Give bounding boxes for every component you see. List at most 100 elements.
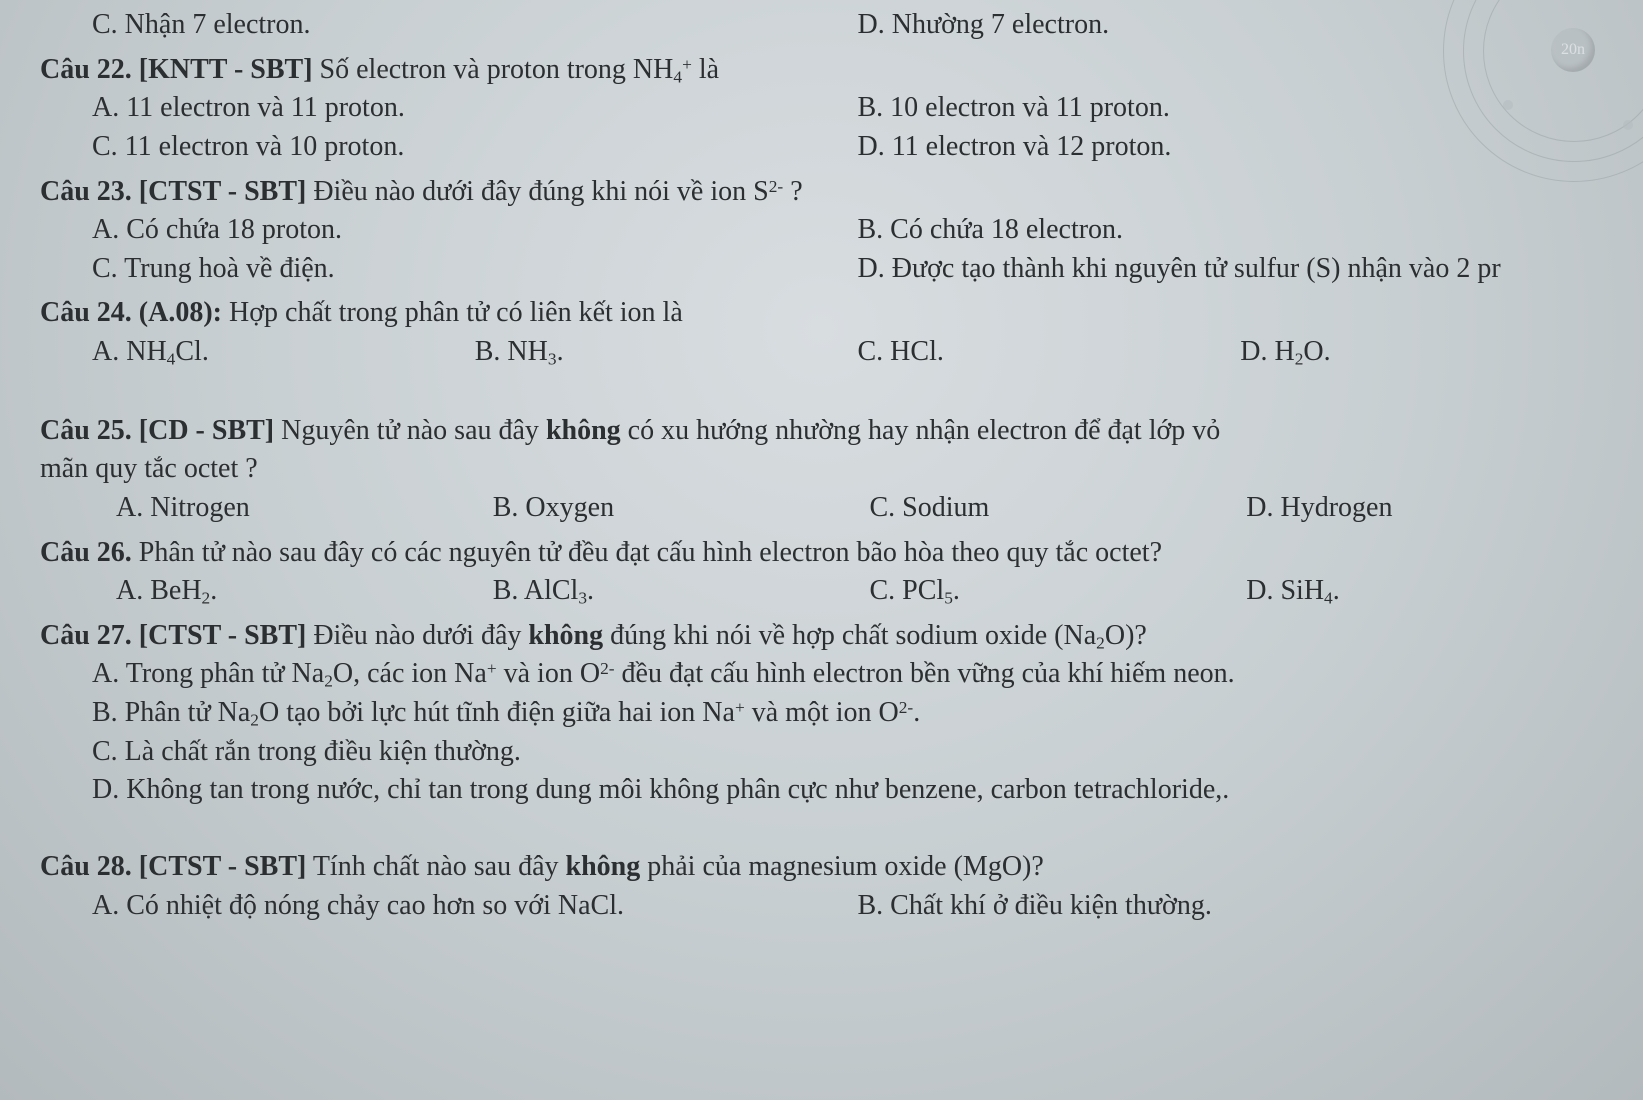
question-26: Câu 26. Phân tử nào sau đây có các nguyê… <box>40 534 1623 573</box>
opt-text: B. AlCl <box>493 575 579 606</box>
option-a: A. Nitrogen <box>116 489 493 528</box>
opt-text: D. H <box>1240 336 1294 367</box>
question-prefix: Câu 23. [CTST - SBT] <box>40 176 306 207</box>
question-text-tail: phải của magnesium oxide (MgO)? <box>640 851 1044 882</box>
question-22: Câu 22. [KNTT - SBT] Số electron và prot… <box>40 51 1623 90</box>
opt-text: D. SiH <box>1246 575 1324 606</box>
option-b: B. AlCl3. <box>493 572 870 611</box>
q24-options: A. NH4Cl. B. NH3. C. HCl. D. H2O. <box>40 333 1623 372</box>
q27-option-a: A. Trong phân tử Na2O, các ion Na+ và io… <box>40 655 1623 694</box>
superscript: + <box>682 55 692 74</box>
prev-question-options: C. Nhận 7 electron. D. Nhường 7 electron… <box>40 6 1623 45</box>
option-d: D. Hydrogen <box>1246 489 1623 528</box>
electron-dot <box>1503 100 1513 110</box>
opt-text: O tạo bởi lực hút tĩnh điện giữa hai ion… <box>259 697 735 728</box>
q26-options: A. BeH2. B. AlCl3. C. PCl5. D. SiH4. <box>40 572 1623 611</box>
opt-text-tail: Cl. <box>175 336 208 367</box>
option-d: D. H2O. <box>1240 333 1623 372</box>
q27-option-d: D. Không tan trong nước, chỉ tan trong d… <box>40 771 1623 810</box>
option-a: A. Có chứa 18 proton. <box>92 211 858 250</box>
superscript: + <box>735 698 745 717</box>
subscript: 4 <box>673 67 682 86</box>
option-c: C. PCl5. <box>870 572 1247 611</box>
question-prefix: Câu 27. [CTST - SBT] <box>40 620 306 651</box>
opt-text: O, các ion Na <box>333 658 487 689</box>
page: 20n C. Nhận 7 electron. D. Nhường 7 elec… <box>0 0 1643 1100</box>
emphasis: không <box>566 851 641 882</box>
emphasis: không <box>528 620 603 651</box>
question-23: Câu 23. [CTST - SBT] Điều nào dưới đây đ… <box>40 173 1623 212</box>
option-b: B. NH3. <box>475 333 858 372</box>
question-text: Hợp chất trong phân tử có liên kết ion l… <box>229 297 683 328</box>
q27-option-b: B. Phân tử Na2O tạo bởi lực hút tĩnh điệ… <box>40 694 1623 733</box>
superscript: + <box>487 660 497 679</box>
opt-text-tail: . <box>953 575 960 606</box>
subscript: 3 <box>578 588 587 607</box>
spacer <box>40 810 1623 842</box>
option-b: B. Chất khí ở điều kiện thường. <box>858 887 1624 926</box>
subscript: 2 <box>324 672 333 691</box>
opt-text: và một ion O <box>745 697 899 728</box>
q22-row2: C. 11 electron và 10 proton. D. 11 elect… <box>40 128 1623 167</box>
q27-option-c: C. Là chất rắn trong điều kiện thường. <box>40 733 1623 772</box>
question-text: Số electron và proton trong NH <box>320 54 674 85</box>
option-c: C. Sodium <box>870 489 1247 528</box>
subscript: 2 <box>1096 633 1105 652</box>
question-text-tail: có xu hướng nhường hay nhận electron để … <box>621 415 1221 446</box>
question-prefix: Câu 26. <box>40 537 132 568</box>
opt-text: B. Phân tử Na <box>92 697 250 728</box>
question-text: Phân tử nào sau đây có các nguyên tử đều… <box>139 537 1162 568</box>
opt-text: A. Trong phân tử Na <box>92 658 324 689</box>
question-text: Nguyên tử nào sau đây <box>281 415 546 446</box>
question-text: Điều nào dưới đây <box>313 620 528 651</box>
superscript: 2- <box>600 660 614 679</box>
opt-text: A. BeH <box>116 575 202 606</box>
question-25: Câu 25. [CD - SBT] Nguyên tử nào sau đây… <box>40 412 1623 451</box>
option-a: A. 11 electron và 11 proton. <box>92 89 858 128</box>
question-prefix: Câu 22. [KNTT - SBT] <box>40 54 313 85</box>
q25-options: A. Nitrogen B. Oxygen C. Sodium D. Hydro… <box>40 489 1623 528</box>
opt-text-tail: O. <box>1303 336 1330 367</box>
question-prefix: Câu 28. [CTST - SBT] <box>40 851 306 882</box>
option-c: C. Nhận 7 electron. <box>92 6 858 45</box>
option-c: C. 11 electron và 10 proton. <box>92 128 858 167</box>
question-27: Câu 27. [CTST - SBT] Điều nào dưới đây k… <box>40 617 1623 656</box>
q28-options: A. Có nhiệt độ nóng chảy cao hơn so với … <box>40 887 1623 926</box>
option-b: B. Có chứa 18 electron. <box>858 211 1624 250</box>
opt-text: và ion O <box>497 658 600 689</box>
opt-text-tail: . <box>587 575 594 606</box>
spacer <box>40 372 1623 406</box>
opt-text-tail: . <box>1333 575 1340 606</box>
option-d: D. SiH4. <box>1246 572 1623 611</box>
question-prefix: Câu 24. (A.08): <box>40 297 222 328</box>
question-text-mid: đúng khi nói về hợp chất sodium oxide (N… <box>603 620 1096 651</box>
question-text: Điều nào dưới đây đúng khi nói về ion S <box>313 176 768 207</box>
question-text: Tính chất nào sau đây <box>313 851 566 882</box>
content-body: C. Nhận 7 electron. D. Nhường 7 electron… <box>0 0 1643 935</box>
opt-text-tail: . <box>913 697 920 728</box>
opt-text-tail: . <box>210 575 217 606</box>
question-25-line2: mãn quy tắc octet ? <box>40 450 1623 489</box>
emphasis: không <box>546 415 621 446</box>
opt-text-tail: đều đạt cấu hình electron bền vững của k… <box>615 658 1235 689</box>
subscript: 2 <box>250 710 259 729</box>
question-text-tail: O)? <box>1105 620 1147 651</box>
question-28: Câu 28. [CTST - SBT] Tính chất nào sau đ… <box>40 848 1623 887</box>
question-24: Câu 24. (A.08): Hợp chất trong phân tử c… <box>40 294 1623 333</box>
opt-text: B. NH <box>475 336 548 367</box>
option-c: C. Trung hoà về điện. <box>92 250 858 289</box>
question-text-tail: là <box>692 54 719 85</box>
subscript: 5 <box>944 588 953 607</box>
option-a: A. NH4Cl. <box>92 333 475 372</box>
opt-text-tail: . <box>557 336 564 367</box>
subscript: 3 <box>548 349 557 368</box>
superscript: 2- <box>899 698 913 717</box>
option-c: C. HCl. <box>858 333 1241 372</box>
q23-row1: A. Có chứa 18 proton. B. Có chứa 18 elec… <box>40 211 1623 250</box>
atom-diagram: 20n <box>1443 0 1643 180</box>
question-text-tail: ? <box>783 176 802 207</box>
question-prefix: Câu 25. [CD - SBT] <box>40 415 274 446</box>
electron-dot <box>1623 120 1633 130</box>
option-a: A. Có nhiệt độ nóng chảy cao hơn so với … <box>92 887 858 926</box>
option-d: D. Được tạo thành khi nguyên tử sulfur (… <box>858 250 1624 289</box>
